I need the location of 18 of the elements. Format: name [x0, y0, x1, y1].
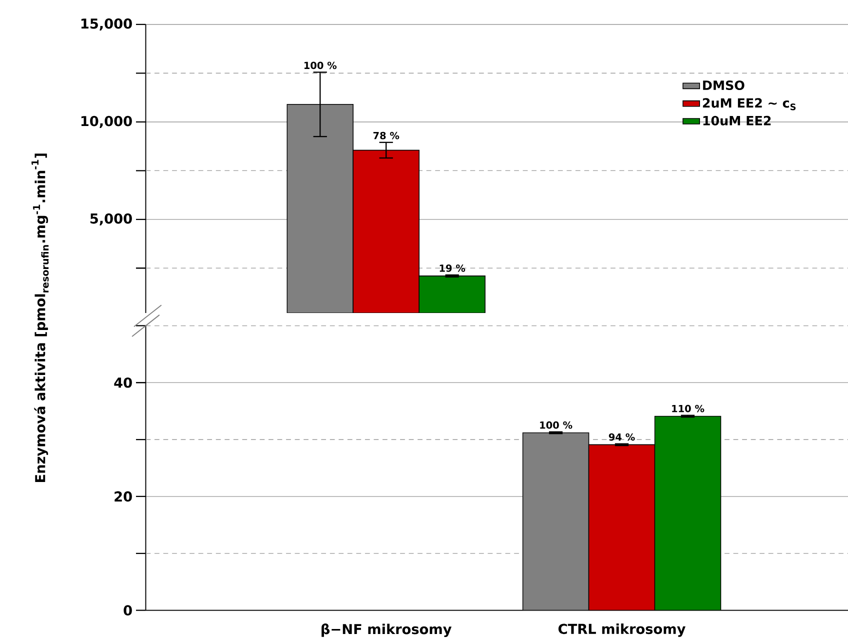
annotation: 110 % [672, 405, 704, 412]
legend-label: DMSO [703, 80, 744, 90]
annotation: 100 % [304, 62, 337, 70]
annotation: 19 % [440, 264, 466, 272]
y-tick-label: 10,000 [81, 116, 132, 128]
y-tick-label: 5,000 [90, 214, 132, 226]
annotation: 100 % [540, 422, 572, 429]
y-axis-title: $\text{Enzymová aktivita [pmol}_{\text{resorufin}}\text{.mg}^{\text{-1}}\text{.min}^{\text{-1}}\text{]}$ [32, 154, 49, 482]
legend-label: 2uM EE2 ~ c$_{S}$ [702, 98, 796, 110]
y-tick-label: 0 [124, 605, 132, 616]
x-tick-label: β−NF mikrosomy [322, 624, 452, 638]
y-tick-label: 40 [114, 378, 132, 388]
legend-label: 10uM EE2 [703, 116, 771, 126]
annotation: 78 % [373, 132, 400, 140]
y-tick-label: 15,000 [81, 18, 132, 31]
x-tick-label: CTRL mikrosomy [558, 624, 686, 638]
y-tick-label: 20 [114, 492, 132, 502]
annotation: 94 % [608, 434, 635, 441]
